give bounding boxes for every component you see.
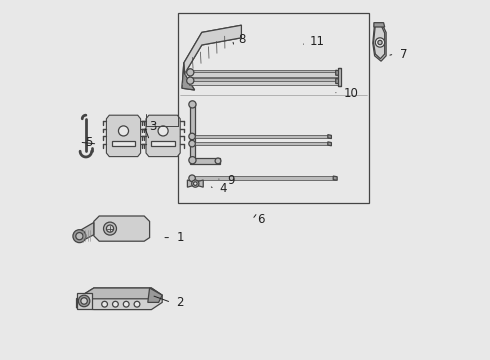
Polygon shape xyxy=(184,25,242,74)
Polygon shape xyxy=(148,288,162,302)
Text: 8: 8 xyxy=(238,33,245,46)
Polygon shape xyxy=(336,70,340,75)
Polygon shape xyxy=(374,23,385,27)
Circle shape xyxy=(187,69,194,76)
Circle shape xyxy=(158,126,168,136)
Polygon shape xyxy=(182,25,242,90)
Polygon shape xyxy=(189,81,338,85)
Polygon shape xyxy=(187,180,193,187)
Circle shape xyxy=(189,140,196,147)
Circle shape xyxy=(134,301,140,307)
Text: 1: 1 xyxy=(176,231,184,244)
Polygon shape xyxy=(76,288,162,310)
Polygon shape xyxy=(328,135,331,139)
Circle shape xyxy=(76,233,83,240)
Circle shape xyxy=(78,295,90,307)
Circle shape xyxy=(215,158,221,164)
Circle shape xyxy=(194,182,197,185)
Text: 7: 7 xyxy=(400,48,407,60)
Circle shape xyxy=(375,38,385,47)
Polygon shape xyxy=(106,115,141,157)
Polygon shape xyxy=(182,63,195,90)
Text: 3: 3 xyxy=(149,120,157,132)
Polygon shape xyxy=(328,142,331,146)
Polygon shape xyxy=(333,176,337,180)
Circle shape xyxy=(192,180,199,187)
Circle shape xyxy=(113,301,118,307)
Bar xyxy=(151,141,175,146)
Text: 5: 5 xyxy=(85,136,92,149)
Polygon shape xyxy=(146,115,180,157)
Text: 10: 10 xyxy=(344,87,359,100)
Polygon shape xyxy=(76,288,162,299)
Text: 11: 11 xyxy=(310,35,325,48)
Circle shape xyxy=(119,126,128,136)
Polygon shape xyxy=(191,135,330,138)
Polygon shape xyxy=(198,180,203,187)
Circle shape xyxy=(189,157,196,164)
Text: 4: 4 xyxy=(220,183,227,195)
Bar xyxy=(178,13,369,203)
Text: 6: 6 xyxy=(258,213,265,226)
Polygon shape xyxy=(336,78,340,84)
Polygon shape xyxy=(373,23,386,61)
Circle shape xyxy=(106,225,114,232)
Polygon shape xyxy=(190,158,220,164)
Polygon shape xyxy=(189,72,338,77)
Polygon shape xyxy=(94,216,149,241)
Polygon shape xyxy=(190,103,195,162)
Circle shape xyxy=(187,77,194,84)
Polygon shape xyxy=(189,70,338,75)
Polygon shape xyxy=(191,176,335,180)
Polygon shape xyxy=(373,25,385,59)
Polygon shape xyxy=(80,222,94,242)
Circle shape xyxy=(81,298,87,304)
Circle shape xyxy=(378,40,382,45)
Bar xyxy=(338,68,341,86)
Bar xyxy=(76,293,92,309)
Text: 2: 2 xyxy=(176,296,184,309)
Circle shape xyxy=(189,133,196,140)
Circle shape xyxy=(103,222,117,235)
Text: 9: 9 xyxy=(227,174,235,186)
Circle shape xyxy=(189,175,196,181)
Bar xyxy=(112,141,135,146)
Circle shape xyxy=(123,301,129,307)
Circle shape xyxy=(189,101,196,108)
Circle shape xyxy=(73,230,86,243)
Polygon shape xyxy=(191,142,330,145)
Circle shape xyxy=(102,301,107,307)
Polygon shape xyxy=(189,78,338,83)
